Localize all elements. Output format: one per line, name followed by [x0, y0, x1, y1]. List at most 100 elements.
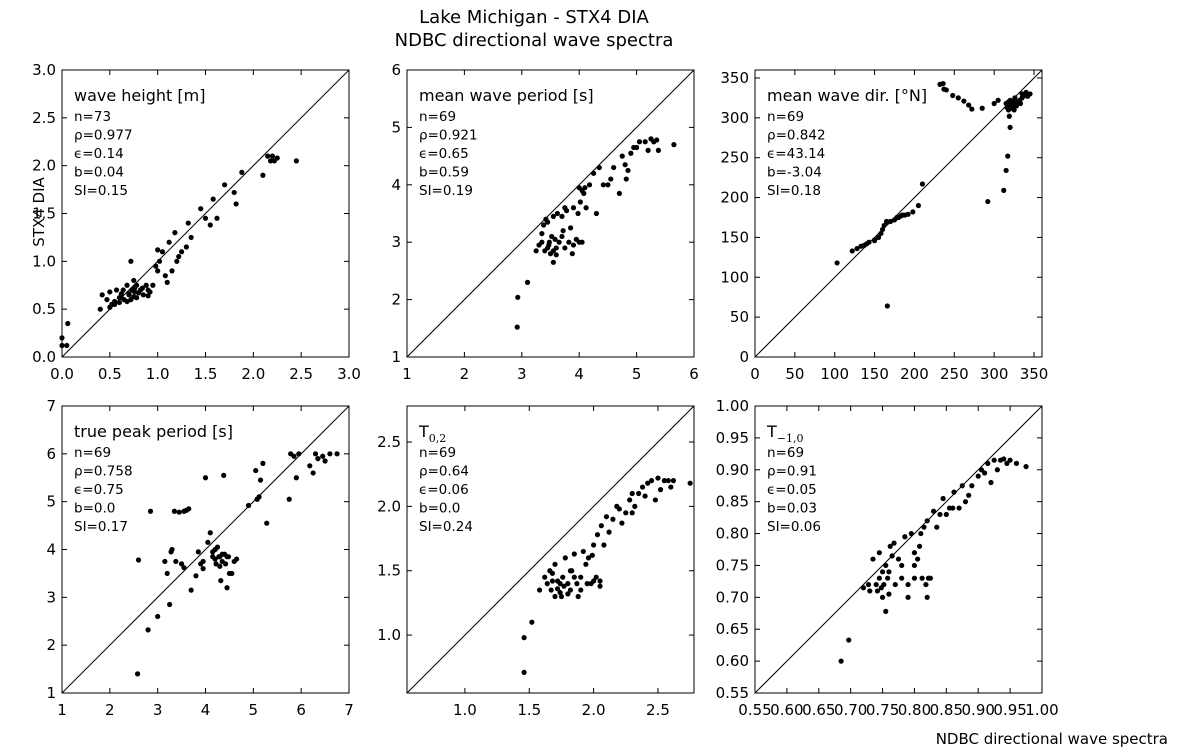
data-point: [155, 268, 161, 274]
x-tick-label: 0.5: [98, 365, 122, 383]
data-point: [639, 484, 646, 490]
data-point: [632, 503, 638, 509]
x-tick-label: 1.5: [517, 701, 541, 719]
data-point: [552, 236, 558, 242]
y-tick-label: 1: [391, 348, 401, 366]
data-point: [521, 669, 527, 676]
data-point: [186, 506, 192, 512]
data-point: [213, 561, 219, 567]
figure-title-line2: NDBC directional wave spectra: [395, 30, 674, 51]
data-point: [539, 230, 545, 237]
data-point: [320, 453, 326, 459]
data-point: [128, 258, 134, 264]
stat-line: ρ=0.64: [419, 464, 469, 480]
data-point: [233, 556, 240, 562]
data-point: [156, 258, 163, 264]
data-point: [627, 497, 633, 503]
panel-title: mean wave dir. [°N]: [767, 86, 927, 105]
data-point: [552, 561, 558, 567]
data-point: [118, 291, 124, 297]
data-point: [556, 239, 562, 245]
panel-title: T0,2: [418, 422, 446, 445]
stat-line: ϵ=0.75: [74, 482, 124, 498]
data-point: [554, 210, 560, 217]
data-point: [116, 299, 122, 306]
identity-line: [406, 405, 695, 694]
data-point: [562, 205, 568, 211]
data-point: [1011, 107, 1017, 113]
data-point: [200, 558, 206, 565]
data-point: [575, 593, 581, 600]
data-point: [567, 225, 574, 231]
data-point: [559, 233, 565, 240]
data-point: [876, 575, 882, 581]
x-tick-label: 150: [860, 365, 889, 383]
data-point: [921, 524, 927, 530]
data-point: [233, 201, 239, 207]
data-point: [892, 581, 898, 588]
x-tick-label: 1.0: [453, 701, 477, 719]
data-point: [183, 244, 189, 250]
data-point: [625, 167, 631, 174]
data-point: [167, 601, 173, 608]
y-tick-label: 0.65: [716, 620, 749, 638]
data-point: [589, 552, 595, 558]
data-point: [178, 249, 185, 255]
data-point: [966, 102, 972, 108]
data-point: [267, 158, 274, 164]
data-point: [578, 574, 584, 580]
data-point: [593, 574, 599, 580]
data-point: [902, 534, 908, 540]
data-point: [293, 475, 299, 481]
data-point: [155, 247, 161, 253]
x-axis-label: NDBC directional wave spectra: [936, 730, 1168, 748]
data-point: [334, 451, 340, 457]
data-point: [567, 568, 574, 574]
x-tick-label: 2: [105, 701, 115, 719]
stat-line: SI=0.17: [74, 519, 128, 535]
y-tick-label: 0.85: [716, 493, 749, 511]
data-point: [207, 222, 213, 228]
data-point: [629, 510, 635, 516]
data-point: [210, 196, 216, 202]
y-tick-label: 3: [46, 588, 56, 606]
data-point: [622, 162, 628, 168]
data-point: [569, 251, 575, 257]
x-tick-label: 4: [574, 365, 584, 383]
data-point: [212, 546, 218, 553]
data-point: [257, 477, 264, 483]
data-point: [905, 581, 911, 588]
x-tick-label: 0.70: [834, 701, 867, 719]
data-point: [661, 478, 668, 484]
data-point: [143, 282, 149, 288]
y-tick-label: 1.5: [32, 205, 56, 223]
data-point: [550, 213, 556, 219]
stat-line: n=73: [74, 109, 111, 125]
data-point: [950, 505, 956, 511]
data-point: [145, 293, 151, 299]
data-point: [911, 562, 918, 569]
data-point: [293, 158, 299, 164]
y-tick-label: 0.70: [716, 588, 749, 606]
data-point: [636, 139, 643, 145]
data-point: [611, 164, 617, 171]
data-point: [657, 487, 664, 493]
data-point: [570, 205, 577, 211]
x-tick-label: 0.80: [898, 701, 931, 719]
data-point: [546, 239, 552, 245]
data-point: [871, 237, 878, 243]
data-point: [1012, 95, 1018, 101]
data-point: [905, 594, 911, 600]
data-point: [581, 190, 587, 197]
data-point: [515, 294, 521, 300]
data-point: [150, 282, 156, 288]
data-point: [139, 285, 145, 291]
stat-line: SI=0.24: [419, 519, 473, 535]
data-point: [562, 245, 568, 251]
data-point: [979, 105, 985, 111]
data-point: [264, 520, 270, 526]
stat-line: b=0.59: [419, 165, 469, 181]
data-point: [307, 463, 313, 469]
y-tick-label: 350: [720, 69, 749, 87]
data-point: [210, 554, 216, 560]
